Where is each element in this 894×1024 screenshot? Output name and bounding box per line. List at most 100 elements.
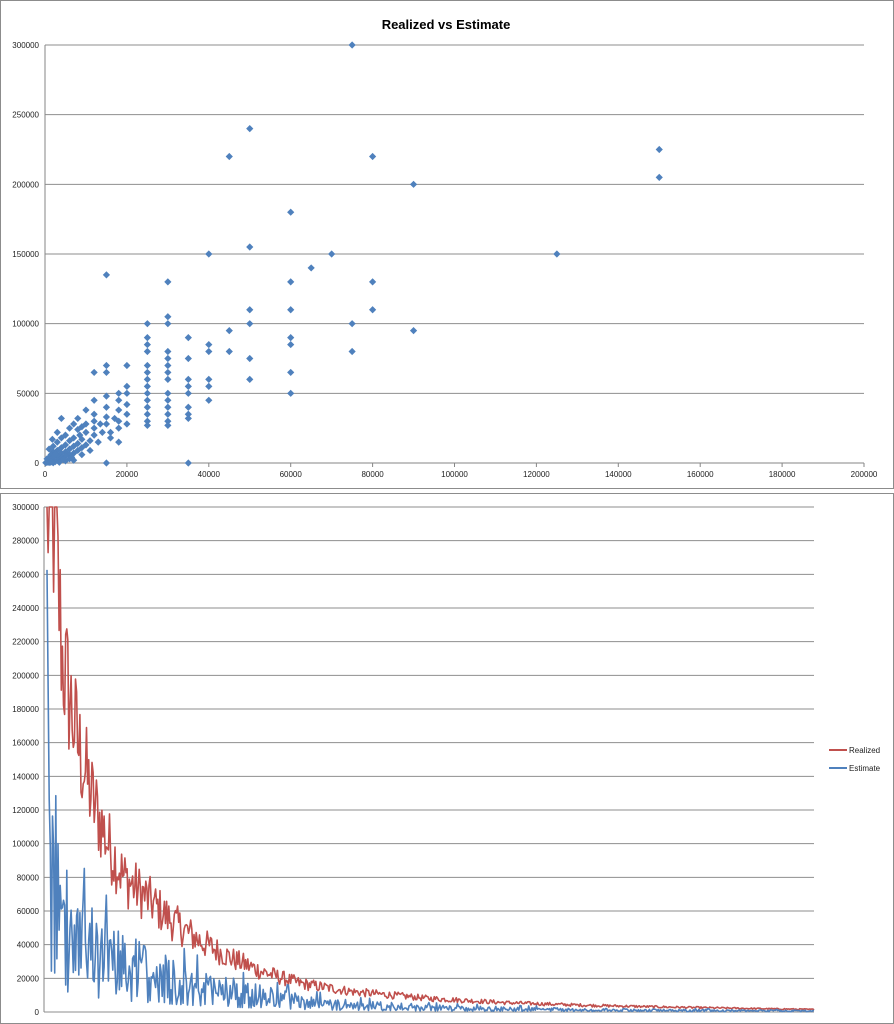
scatter-point (65, 424, 74, 432)
y-tick-label: 0 (35, 459, 40, 468)
scatter-point (143, 334, 151, 342)
scatter-point (225, 152, 233, 161)
scatter-point (287, 340, 295, 349)
line-chart: 0 20000 40000 60000 80000 100000 120000 140000 1… (12, 503, 881, 1017)
scatter-point (102, 420, 111, 428)
x-tick-label: 40000 (198, 470, 221, 479)
y-tick-label: 120000 (12, 806, 39, 815)
scatter-point (106, 428, 115, 436)
scatter-point (246, 243, 254, 251)
scatter-point (143, 389, 151, 397)
x-tick-label: 100000 (441, 470, 468, 479)
scatter-point (82, 420, 90, 428)
scatter-point (53, 438, 61, 446)
scatter-point (115, 424, 123, 432)
scatter-point (74, 414, 82, 423)
scatter-point (164, 410, 172, 418)
scatter-point (409, 180, 418, 188)
legend-label: Realized (849, 746, 880, 755)
scatter-point (115, 417, 123, 425)
scatter-point (55, 458, 63, 466)
scatter-point (205, 250, 213, 258)
scatter-point (57, 414, 65, 423)
y-tick-label: 60000 (17, 907, 40, 916)
scatter-point (184, 375, 192, 383)
scatter-point (287, 208, 295, 216)
scatter-point (78, 451, 86, 459)
scatter-point (143, 382, 151, 390)
scatter-point (86, 437, 94, 445)
scatter-point (164, 347, 172, 356)
x-tick-label: 160000 (687, 470, 714, 479)
scatter-point (42, 459, 50, 467)
scatter-point (98, 428, 106, 436)
legend: Realized Estimate (829, 746, 881, 773)
scatter-point (184, 354, 192, 363)
x-tick-label: 200000 (851, 470, 878, 479)
y-tick-label: 200000 (12, 671, 39, 680)
y-tick-label: 80000 (17, 873, 40, 882)
scatter-point (53, 446, 61, 455)
scatter-point (143, 396, 151, 404)
scatter-point (70, 449, 78, 457)
y-tick-label: 100000 (12, 840, 39, 849)
y-tick-label: 280000 (12, 537, 39, 546)
scatter-point (90, 396, 98, 404)
scatter-point (102, 413, 111, 421)
scatter-point (143, 403, 151, 411)
y-tick-label: 140000 (12, 772, 39, 781)
scatter-point (287, 306, 295, 314)
scatter-point (409, 327, 418, 335)
scatter-point (102, 403, 111, 411)
scatter-point (328, 250, 336, 258)
scatter-point (184, 410, 192, 418)
scatter-point (111, 414, 119, 423)
scatter-points (42, 41, 663, 467)
scatter-point (74, 446, 82, 455)
scatter-point (115, 406, 123, 414)
scatter-point (205, 340, 213, 349)
scatter-point (59, 455, 68, 464)
scatter-point (287, 389, 295, 397)
scatter-point (53, 428, 61, 436)
scatter-point (115, 396, 123, 404)
y-tick-label: 200000 (12, 180, 39, 189)
scatter-point (123, 389, 131, 397)
scatter-point (348, 347, 356, 356)
series-line-realized (46, 506, 815, 1011)
scatter-point (287, 278, 295, 286)
scatter-point (287, 334, 295, 342)
scatter-point (184, 389, 192, 397)
y-tick-label: 0 (35, 1008, 40, 1017)
scatter-point (348, 320, 356, 328)
scatter-point (48, 435, 56, 443)
scatter-point (102, 368, 111, 377)
scatter-point (246, 354, 254, 363)
scatter-point (164, 354, 172, 363)
scatter-point (164, 361, 172, 370)
scatter-point (246, 306, 254, 314)
scatter-point (47, 458, 55, 466)
scatter-point (102, 392, 111, 400)
y-tick-label: 20000 (17, 974, 40, 983)
scatter-point (96, 420, 104, 428)
scatter-point (225, 327, 233, 335)
scatter-point (123, 361, 131, 370)
scatter-point (70, 442, 78, 450)
scatter-point (246, 375, 254, 383)
x-tick-label: 0 (43, 470, 48, 479)
scatter-point (123, 400, 131, 409)
scatter-point (123, 382, 131, 390)
y-tick-label: 250000 (12, 111, 39, 120)
y-tick-label: 240000 (12, 604, 39, 613)
scatter-point (164, 320, 172, 328)
scatter-point (61, 431, 70, 439)
scatter-point (143, 417, 151, 425)
scatter-chart: Realized vs Estimate 0 50000 100000 150000 2… (12, 17, 878, 479)
scatter-point (205, 375, 213, 383)
y-tick-label: 100000 (12, 320, 39, 329)
y-tick-label: 260000 (12, 570, 39, 579)
scatter-point (123, 420, 131, 428)
scatter-point (184, 403, 192, 411)
y-tick-label: 40000 (17, 941, 40, 950)
